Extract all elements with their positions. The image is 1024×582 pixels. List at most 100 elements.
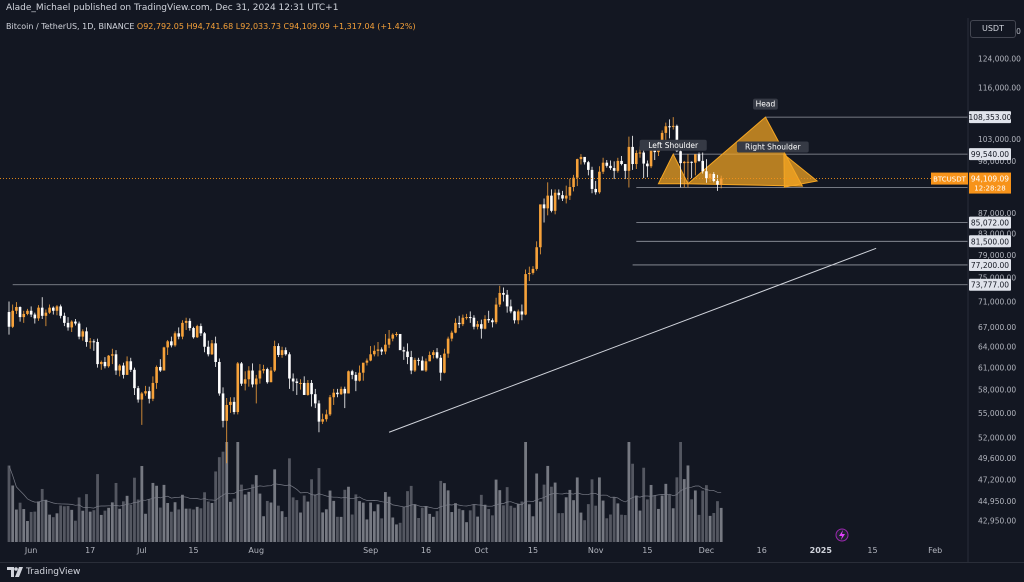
volume-bar [232,498,236,542]
candle-body [428,354,431,362]
volume-bar [454,503,457,542]
volume-bar [107,507,111,542]
volume-bar [712,513,716,542]
time-tick-label: 2025 [810,546,833,555]
candle-body [594,188,598,193]
candle-body [70,321,74,328]
volume-bar [383,492,387,542]
annotation-label: Head [756,100,776,109]
candle-body [572,177,575,188]
candle-body [461,317,465,325]
volume-bar [620,514,623,542]
volume-bar [26,521,29,542]
price-tag-value: 94,109.09 [971,175,1009,184]
candle-body [240,363,243,384]
volume-bar [136,499,140,542]
volume-bar [716,501,719,542]
volume-bar [682,479,686,542]
currency-button[interactable]: USDT [970,20,1016,38]
volume-bar [155,485,158,542]
volume-bar [586,504,590,542]
volume-bar [74,520,77,542]
volume-bar [221,451,225,542]
volume-bar [269,502,273,542]
volume-bar [85,494,88,542]
volume-bar [273,469,277,542]
candle-body [369,354,372,361]
candle-body [247,370,251,380]
candle-body [99,361,103,365]
candle-body [454,322,457,333]
volume-bar [513,507,516,542]
candle-body [203,333,206,347]
candle-body [638,152,642,154]
candle-body [232,401,236,413]
volume-bar [395,524,398,542]
symbol-title[interactable]: Bitcoin / TetherUS, 1D, BINANCE [6,22,135,31]
price-tick-label: 47,200.00 [978,476,1016,485]
candle-body [516,311,520,321]
price-tag-countdown: 12:28:28 [974,185,1005,193]
volume-bar [697,514,701,542]
volume-bar [568,489,572,542]
candle-body [513,311,516,321]
candle-body [125,361,129,375]
volume-bar [538,501,542,542]
volume-bar [627,442,631,542]
candle-body [498,292,502,305]
volume-bar [653,495,657,542]
candle-body [328,397,332,415]
volume-bar [92,510,96,542]
price-axis[interactable]: 132,000.00124,000.00116,000.00103,000.00… [978,27,1021,526]
candle-body [218,361,221,394]
volume-bar [572,500,575,542]
time-axis[interactable]: Jun 17 Jul 15 Aug Sep 16 Oct 15 Nov 15 Dec 16 2025 15 F… [24,546,942,555]
candle-body [502,292,505,295]
candle-body [524,274,527,315]
candle-body [214,343,217,362]
ascending-trendline[interactable] [388,247,877,433]
candle-body [583,156,586,163]
volume-bar [612,497,616,542]
candle-body [520,311,524,315]
candle-body [158,366,162,371]
candle-body [649,146,653,167]
candle-body [439,357,443,373]
price-tick-label: 116,000.00 [978,83,1021,92]
volume-bar [535,473,539,542]
price-tick-label: 61,000.00 [978,364,1016,373]
candle-body [701,160,705,172]
candle-body [616,160,620,171]
volume-bar [634,495,638,542]
volume-bar [365,519,369,542]
candle-body [435,352,439,358]
volume-bar [129,504,133,542]
time-tick-label: Nov [588,546,604,555]
price-tick-label: 71,000.00 [978,297,1016,306]
volume-bar [527,504,531,542]
level-tag [969,278,1011,291]
volume-bar [166,503,170,542]
lightning-icon[interactable] [835,528,849,542]
time-tick-label: Aug [248,546,264,555]
volume-bar [284,516,288,542]
candle-body [44,312,48,316]
price-tick-label: 124,000.00 [978,54,1021,63]
volume-bar [516,503,520,542]
volume-bar [623,515,627,542]
candle-body [63,315,66,323]
volume-bar [553,482,557,542]
volume-bar [424,506,428,542]
volume-bar [229,501,232,542]
volume-bar [705,485,708,542]
volume-bar [450,512,454,542]
volume-bar [435,511,439,542]
candle-body [302,382,306,395]
symbol-info-row: Bitcoin / TetherUS, 1D, BINANCE O92,792.… [6,22,416,31]
price-tick-label: 87,000.00 [978,209,1016,218]
candle-body [575,159,579,178]
price-tick-label: 83,000.00 [978,229,1016,238]
time-tick-label: 15 [642,546,652,555]
candle-body [66,322,70,328]
